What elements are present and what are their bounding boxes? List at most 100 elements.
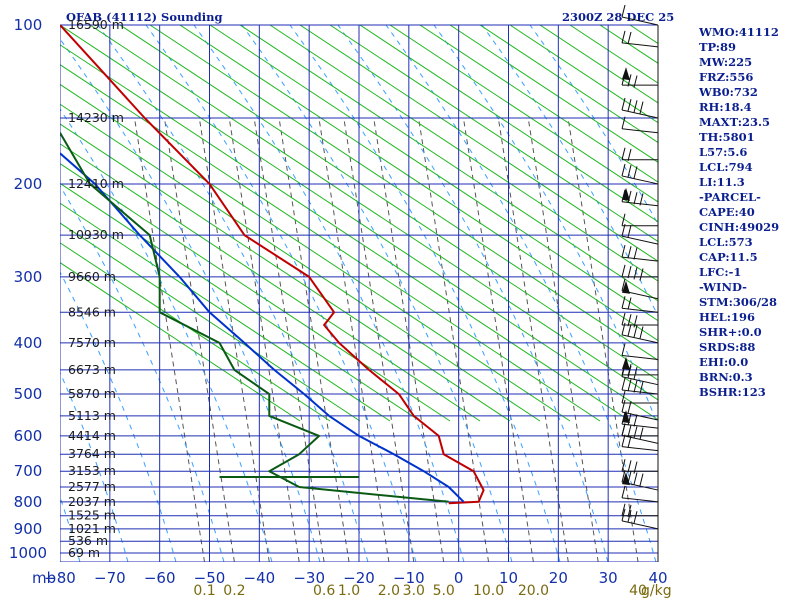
mixing-ratio-line [318,117,390,562]
series-line-1 [60,152,465,503]
wind-barb [621,312,658,328]
wind-barb [621,4,659,26]
wind-barb [621,508,659,530]
temperature-tick-label: −20 [343,569,375,587]
mixing-ratio-line [278,117,350,562]
altitude-labels: 16590 m 14230 m 12410 m 10930 m 9660 m 8546 m… [68,17,124,560]
dry-adiabat [60,44,631,422]
wind-barb [621,423,659,444]
mixing-ratio-line [134,117,206,562]
wind-barb [621,163,659,185]
info-panel-line: CINH:49029 [699,220,779,234]
info-panel-line: TP:89 [699,40,736,54]
dry-adiabat [299,25,658,262]
mixing-ratio-line [462,117,534,562]
dry-adiabat [60,182,421,422]
chart-title: OFAB (41112) Sounding [66,10,223,24]
info-panel-line: MAXT:23.5 [699,115,770,129]
info-panel-line: L57:5.6 [699,145,747,159]
info-panel-line: HEL:196 [699,310,755,324]
temperature-tick-label: −30 [293,569,325,587]
altitude-label: 9660 m [68,269,116,284]
dry-adiabat [539,25,658,104]
wind-barb [621,434,659,452]
dry-adiabat [479,25,658,144]
dry-adiabat [389,25,658,203]
altitude-label: 5113 m [68,408,116,423]
info-panel-line: BSHR:123 [699,385,766,399]
altitude-label: 69 m [68,545,100,560]
wind-barb [621,278,659,300]
wind-barb [621,30,659,48]
wind-barb [621,213,658,227]
info-panel: WMO:41112TP:89MW:225FRZ:556WB0:732RH:18.… [698,25,779,399]
pressure-tick-label: 800 [14,493,43,511]
altitude-label: 536 m [68,533,108,548]
wind-barb [621,244,659,262]
altitude-label: 3764 m [68,446,116,461]
dry-adiabat [149,25,658,361]
altitude-label: 2577 m [68,479,116,494]
wind-barb [621,343,659,360]
info-panel-line: RH:18.4 [699,100,752,114]
pressure-tick-label: 1000 [9,544,47,562]
mixing-ratio-line [418,117,490,562]
moist-adiabat [60,371,129,562]
wind-barbs [621,4,659,562]
moist-adiabat-lines [60,25,658,562]
mixing-ratio-label: 0.2 [223,583,245,599]
altitude-label: 12410 m [68,176,124,191]
temperature-tick-label: −70 [94,569,126,587]
info-panel-line: BRN:0.3 [699,370,753,384]
mixing-ratio-label: 3.0 [403,583,425,599]
moist-adiabat [60,108,273,562]
moist-adiabat [145,25,417,562]
pressure-tick-label: 700 [14,462,43,480]
temperature-tick-label: −80 [44,569,76,587]
wind-barb [621,187,659,207]
dry-adiabat [329,25,658,243]
mixing-ratio-line [567,117,639,562]
dry-adiabat [449,25,658,163]
wind-barb [621,485,659,503]
info-panel-line: -PARCEL- [699,190,761,204]
dry-adiabat [60,64,601,422]
dry-adiabat [419,25,658,183]
pressure-tick-label: 200 [14,175,43,193]
info-panel-line: MW:225 [699,55,752,69]
moist-adiabat [337,25,609,562]
mixing-ratio-line [228,117,300,562]
dry-adiabat [60,83,571,422]
mixing-ratio-label: 0.1 [193,583,215,599]
moist-adiabat [97,25,369,562]
wind-barb [621,410,659,429]
wind-barb [621,67,658,88]
pressure-tick-label: 600 [14,427,43,445]
mixing-ratio-line [497,117,569,562]
temperature-tick-label: 30 [599,569,618,587]
info-panel-line: LCL:794 [699,160,753,174]
altitude-label: 7570 m [68,335,116,350]
altitude-label: 10930 m [68,227,124,242]
pressure-tick-label: 400 [14,334,43,352]
wind-barb [621,469,659,491]
mixing-ratio-label: 0.6 [313,583,335,599]
wind-barb [621,377,659,395]
moist-adiabat [385,25,657,562]
pressure-tick-label: 900 [14,520,43,538]
wind-barb [621,390,658,404]
mixing-ratio-label: 40 [629,583,647,599]
temperature-labels: −80 −70 −60 −50 −40 −30 −20 −10 0 10 20 30 40 [44,569,667,587]
mixing-ratio-line [163,117,235,562]
series-line-0 [60,25,485,505]
temperature-tick-label: −40 [244,569,276,587]
pressure-tick-label: 500 [14,385,43,403]
dry-adiabat [179,25,658,342]
info-panel-line: -WIND- [699,280,747,294]
temperature-tick-label: 10 [499,569,518,587]
info-panel-line: WMO:41112 [698,25,779,39]
mixing-ratio-line [343,117,415,562]
wind-barb [621,364,659,386]
temperature-tick-label: 0 [454,569,464,587]
